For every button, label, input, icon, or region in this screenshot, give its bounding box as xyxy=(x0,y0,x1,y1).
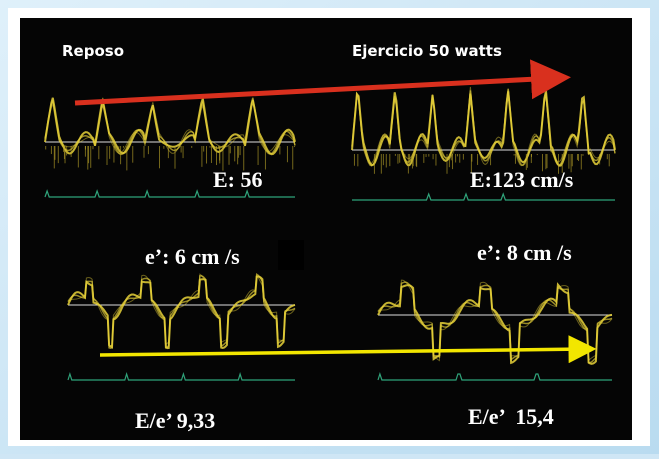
ratio-rest: E/e’ 9,33 xyxy=(135,408,215,433)
ratio-exercise: E/e’ 15,4 xyxy=(468,404,554,429)
exercise-title: Ejercicio 50 watts xyxy=(352,42,502,60)
e-prime-rest: e’: 6 cm /s xyxy=(145,244,240,269)
peak-e-rest: E: 56 xyxy=(213,167,263,192)
mask xyxy=(278,240,304,270)
peak-e-exercise: E:123 cm/s xyxy=(470,167,574,192)
e-prime-exercise: e’: 8 cm /s xyxy=(477,240,572,265)
rest-title: Reposo xyxy=(62,42,124,60)
